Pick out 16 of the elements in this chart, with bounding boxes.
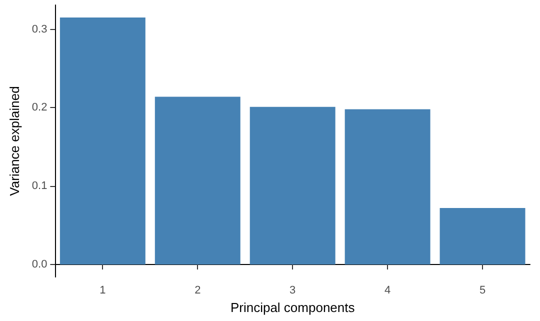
x-tick-label: 1: [100, 284, 106, 296]
y-tick-label: 0.1: [32, 180, 48, 192]
bar: [344, 109, 430, 264]
x-tick-label: 3: [290, 284, 296, 296]
bar: [60, 18, 146, 264]
bar: [440, 208, 526, 264]
y-axis-title: Variance explained: [7, 86, 22, 196]
bar: [250, 106, 336, 264]
x-tick-label: 5: [479, 284, 486, 296]
bar: [154, 96, 240, 264]
x-tick-label: 2: [194, 284, 201, 296]
y-tick-label: 0.2: [32, 102, 48, 114]
x-tick-label: 4: [384, 284, 391, 296]
y-tick-label: 0.3: [32, 23, 48, 36]
x-axis-title: Principal components: [230, 300, 356, 315]
y-tick-label: 0.0: [32, 258, 48, 270]
